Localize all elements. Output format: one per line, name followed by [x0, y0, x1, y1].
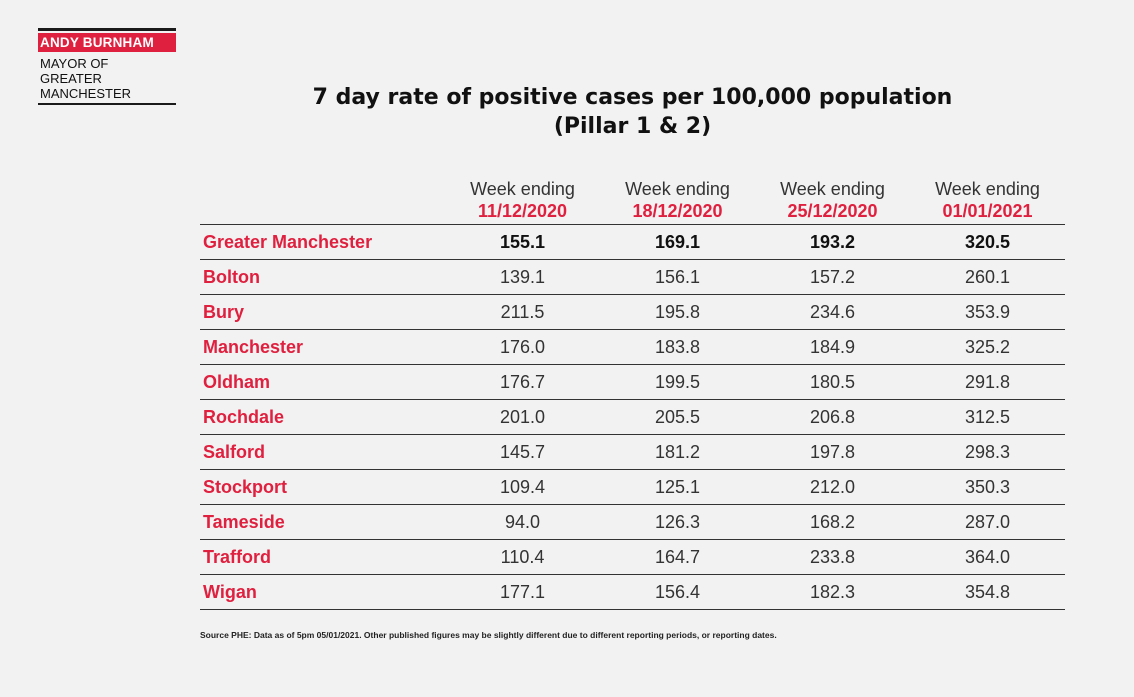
logo-mayor-line: GREATER: [40, 71, 102, 86]
area-name: Bolton: [200, 259, 445, 295]
rate-value: 298.3: [910, 434, 1065, 470]
table-row: Oldham 176.7 199.5 180.5 291.8: [200, 364, 1065, 400]
area-name: Rochdale: [200, 399, 445, 435]
source-note: Source PHE: Data as of 5pm 05/01/2021. O…: [200, 630, 777, 640]
rate-value: 145.7: [445, 434, 600, 470]
logo-top-rule: [38, 28, 176, 31]
rate-value: 205.5: [600, 399, 755, 435]
rate-value: 233.8: [755, 539, 910, 575]
logo-mayor-line: MANCHESTER: [40, 86, 132, 101]
table-row: Bury 211.5 195.8 234.6 353.9: [200, 294, 1065, 330]
rate-value: 354.8: [910, 574, 1065, 610]
title-line-2: (Pillar 1 & 2): [553, 114, 712, 139]
table-row: Manchester 176.0 183.8 184.9 325.2: [200, 329, 1065, 365]
table-row: Stockport 109.4 125.1 212.0 350.3: [200, 469, 1065, 505]
rate-value: 181.2: [600, 434, 755, 470]
rate-value: 168.2: [755, 504, 910, 540]
rate-value: 182.3: [755, 574, 910, 610]
rate-value: 212.0: [755, 469, 910, 505]
rate-value: 287.0: [910, 504, 1065, 540]
week-date: 01/01/2021: [942, 201, 1033, 221]
week-column-header: Week ending 01/01/2021: [910, 170, 1065, 225]
rate-value: 155.1: [445, 224, 600, 260]
rate-value: 320.5: [910, 224, 1065, 260]
week-label: Week ending: [625, 179, 730, 199]
table-row: Greater Manchester 155.1 169.1 193.2 320.5: [200, 224, 1065, 260]
rate-value: 211.5: [445, 294, 600, 330]
area-name: Wigan: [200, 574, 445, 610]
rate-value: 139.1: [445, 259, 600, 295]
week-column-header: Week ending 18/12/2020: [600, 170, 755, 225]
week-date: 11/12/2020: [477, 201, 568, 221]
week-label: Week ending: [935, 179, 1040, 199]
table-body: Greater Manchester 155.1 169.1 193.2 320.5 Bo…: [200, 224, 1065, 610]
week-column-header: Week ending 25/12/2020: [755, 170, 910, 225]
rate-value: 260.1: [910, 259, 1065, 295]
rate-value: 176.0: [445, 329, 600, 365]
rate-value: 176.7: [445, 364, 600, 400]
rate-value: 180.5: [755, 364, 910, 400]
table-row: Rochdale 201.0 205.5 206.8 312.5: [200, 399, 1065, 435]
logo: ANDY BURNHAM MAYOR OF GREATER MANCHESTER: [38, 28, 176, 105]
area-name: Trafford: [200, 539, 445, 575]
table-row: Wigan 177.1 156.4 182.3 354.8: [200, 574, 1065, 610]
rate-value: 234.6: [755, 294, 910, 330]
logo-mayor-title: MAYOR OF GREATER MANCHESTER: [38, 56, 176, 101]
area-name: Oldham: [200, 364, 445, 400]
rate-value: 201.0: [445, 399, 600, 435]
week-date: 18/12/2020: [632, 201, 723, 221]
week-column-header: Week ending 11/12/2020: [445, 170, 600, 225]
logo-bottom-rule: [38, 103, 176, 105]
week-date: 25/12/2020: [787, 201, 878, 221]
table-row: Trafford 110.4 164.7 233.8 364.0: [200, 539, 1065, 575]
rate-value: 125.1: [600, 469, 755, 505]
rate-value: 195.8: [600, 294, 755, 330]
area-name: Greater Manchester: [200, 224, 445, 260]
table-row: Salford 145.7 181.2 197.8 298.3: [200, 434, 1065, 470]
rate-value: 164.7: [600, 539, 755, 575]
logo-name: ANDY BURNHAM: [38, 33, 176, 52]
area-name: Stockport: [200, 469, 445, 505]
rate-value: 110.4: [445, 539, 600, 575]
area-name: Salford: [200, 434, 445, 470]
rate-value: 291.8: [910, 364, 1065, 400]
case-rate-table: Week ending 11/12/2020 Week ending 18/12…: [200, 170, 1065, 610]
rate-value: 94.0: [445, 504, 600, 540]
rate-value: 197.8: [755, 434, 910, 470]
rate-value: 364.0: [910, 539, 1065, 575]
rate-value: 183.8: [600, 329, 755, 365]
page-title: 7 day rate of positive cases per 100,000…: [200, 83, 1065, 141]
rate-value: 156.4: [600, 574, 755, 610]
rate-value: 312.5: [910, 399, 1065, 435]
rate-value: 206.8: [755, 399, 910, 435]
logo-mayor-line: MAYOR OF: [40, 56, 109, 71]
title-line-1: 7 day rate of positive cases per 100,000…: [312, 85, 953, 110]
rate-value: 193.2: [755, 224, 910, 260]
rate-value: 199.5: [600, 364, 755, 400]
week-label: Week ending: [470, 179, 575, 199]
rate-value: 325.2: [910, 329, 1065, 365]
rate-value: 177.1: [445, 574, 600, 610]
rate-value: 126.3: [600, 504, 755, 540]
rate-value: 157.2: [755, 259, 910, 295]
area-name: Bury: [200, 294, 445, 330]
area-name: Manchester: [200, 329, 445, 365]
area-name: Tameside: [200, 504, 445, 540]
rate-value: 353.9: [910, 294, 1065, 330]
rate-value: 350.3: [910, 469, 1065, 505]
table-header-row: Week ending 11/12/2020 Week ending 18/12…: [200, 170, 1065, 225]
week-label: Week ending: [780, 179, 885, 199]
table-row: Bolton 139.1 156.1 157.2 260.1: [200, 259, 1065, 295]
rate-value: 109.4: [445, 469, 600, 505]
rate-value: 184.9: [755, 329, 910, 365]
rate-value: 169.1: [600, 224, 755, 260]
rate-value: 156.1: [600, 259, 755, 295]
table-row: Tameside 94.0 126.3 168.2 287.0: [200, 504, 1065, 540]
area-column-header: [200, 170, 445, 225]
